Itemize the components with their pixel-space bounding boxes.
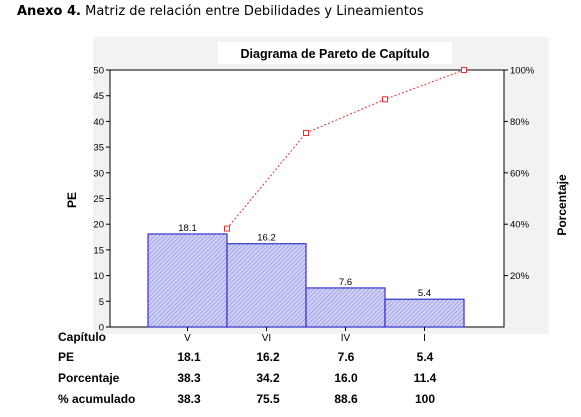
bar: [384, 298, 465, 328]
x-tick-label: IV: [341, 333, 351, 344]
table-cell: 11.4: [413, 371, 437, 385]
cumulative-point: [224, 225, 230, 232]
bar-value-label: 7.6: [339, 277, 352, 288]
cumulative-point: [303, 129, 309, 136]
y2-tick-label: 80%: [510, 117, 530, 128]
y-tick-label: 20: [93, 220, 104, 231]
table-cell: 18.1: [177, 350, 201, 364]
y-tick-label: 0: [99, 323, 104, 334]
table-cell: 38.3: [177, 371, 201, 385]
bars: [147, 233, 465, 328]
title-box: [218, 42, 452, 64]
table-cell: 5.4: [416, 350, 434, 364]
summary-table: Capítulo PE Porcentaje % acumulado 18.1 …: [0, 330, 581, 417]
table-header-capitulo: Capítulo: [58, 330, 106, 344]
y-tick-label: 30: [93, 168, 104, 179]
y2-axis-title: Porcentaje: [555, 174, 569, 236]
table-header-pe: PE: [58, 350, 75, 364]
x-tick-label: I: [423, 333, 426, 344]
table-cell: 38.3: [177, 392, 201, 406]
y-tick-label: 45: [93, 91, 104, 102]
y-axis-ticks: 0 5 10 15 20 25 30 35 40 45 50: [93, 66, 110, 334]
table-cell: 75.5: [256, 392, 280, 406]
table-cell: 16.0: [334, 371, 358, 385]
bar: [226, 243, 307, 328]
cumulative-path: [226, 69, 465, 229]
cumulative-line: [224, 67, 467, 232]
y-tick-label: 10: [93, 271, 104, 282]
table-cell: 16.2: [256, 350, 280, 364]
y-axis-title: PE: [65, 192, 79, 208]
y-tick-label: 25: [93, 194, 104, 205]
annex-caption: Anexo 4. Matriz de relación entre Debili…: [17, 4, 424, 19]
x-tick-label: V: [184, 333, 191, 344]
bar-value-label: 18.1: [178, 223, 197, 234]
x-axis-ticks: V VI IV I: [184, 327, 426, 344]
cumulative-point: [382, 96, 388, 103]
y-tick-label: 15: [93, 245, 104, 256]
y-tick-label: 50: [93, 66, 104, 77]
table-cell: 7.6: [337, 350, 355, 364]
caption-label: Anexo 4.: [17, 4, 81, 19]
table-cell: 34.2: [256, 371, 280, 385]
y2-tick-label: 100%: [510, 66, 535, 77]
table-cell: 88.6: [334, 392, 358, 406]
table-cell: 100: [414, 392, 436, 406]
x-tick-label: VI: [262, 333, 271, 344]
chart-title: Diagrama de Pareto de Capítulo: [241, 47, 430, 61]
y-tick-label: 5: [99, 297, 104, 308]
table-header-acumulado: % acumulado: [58, 392, 136, 406]
bar: [305, 287, 386, 328]
table-header-porcentaje: Porcentaje: [58, 371, 120, 385]
y2-axis-ticks: 20% 40% 60% 80% 100%: [504, 66, 535, 282]
bar-labels: 18.1 16.2 7.6 5.4: [178, 223, 431, 299]
bar-value-label: 16.2: [257, 233, 276, 244]
bar: [147, 233, 228, 328]
y-tick-label: 40: [93, 117, 104, 128]
y2-tick-label: 60%: [510, 168, 530, 179]
cumulative-point: [461, 67, 467, 73]
y2-tick-label: 20%: [510, 271, 530, 282]
bar-value-label: 5.4: [418, 288, 431, 299]
y2-tick-label: 40%: [510, 220, 530, 231]
y-tick-label: 35: [93, 143, 104, 154]
caption-text: Matriz de relación entre Debilidades y L…: [85, 4, 424, 19]
